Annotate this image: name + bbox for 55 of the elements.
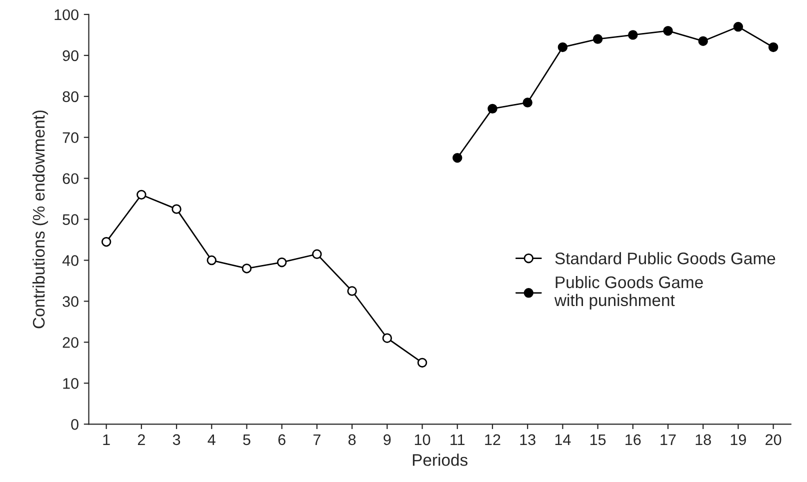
y-tick-label: 10 [63, 378, 78, 389]
point [558, 42, 568, 52]
point [698, 36, 708, 46]
x-tick-label: 17 [660, 434, 676, 445]
x-tick-label: 18 [696, 434, 711, 446]
y-tick-label: 40 [62, 255, 78, 266]
y-tick-label: 0 [71, 419, 78, 430]
point [768, 42, 778, 52]
point [733, 22, 744, 32]
x-tick-label: 6 [278, 434, 286, 446]
x-tick-label: 11 [450, 434, 465, 445]
y-tick-label: 80 [62, 91, 78, 102]
y-tick-label: 20 [62, 337, 78, 348]
x-tick-label: 8 [348, 434, 356, 446]
point [136, 190, 146, 200]
y-axis-title: Contributions (% endowment) [32, 110, 48, 328]
x-tick-label: 12 [485, 434, 500, 445]
point [663, 26, 673, 36]
point [347, 286, 357, 296]
x-tick-label: 16 [626, 434, 641, 446]
y-tick-label: 90 [62, 50, 78, 62]
x-tick-label: 10 [414, 434, 430, 446]
point [592, 34, 603, 44]
y-tick-label: 50 [62, 214, 78, 225]
point [312, 249, 322, 259]
x-tick-label: 5 [243, 434, 250, 446]
x-tick-label: 19 [730, 434, 746, 446]
x-tick-label: 3 [172, 434, 180, 446]
point [172, 204, 182, 214]
point [522, 98, 532, 108]
x-tick-label: 9 [384, 434, 391, 446]
point [452, 152, 462, 163]
point [276, 257, 287, 268]
x-tick-label: 20 [766, 434, 782, 446]
point [417, 358, 428, 368]
x-tick-label: 4 [208, 434, 216, 445]
point [488, 104, 498, 114]
point [628, 30, 638, 40]
x-tick-label: 2 [138, 434, 145, 445]
x-tick-label: 13 [520, 434, 536, 446]
y-tick-label: 30 [62, 296, 78, 307]
y-tick-label: 100 [54, 9, 78, 20]
point [242, 264, 252, 274]
y-tick-label: 60 [62, 173, 78, 184]
x-tick-label: 15 [590, 434, 606, 446]
x-axis-title: Periods [412, 454, 468, 466]
legend-label: Public Goods Game with punishment [554, 276, 703, 310]
legend-label: Standard Public Goods Game [555, 252, 776, 264]
point [101, 236, 112, 247]
x-tick-label: 14 [555, 434, 571, 445]
y-tick-label: 70 [62, 132, 78, 144]
point [206, 255, 216, 266]
x-tick-label: 1 [103, 434, 110, 445]
x-tick-label: 7 [313, 434, 320, 445]
point [382, 333, 392, 343]
